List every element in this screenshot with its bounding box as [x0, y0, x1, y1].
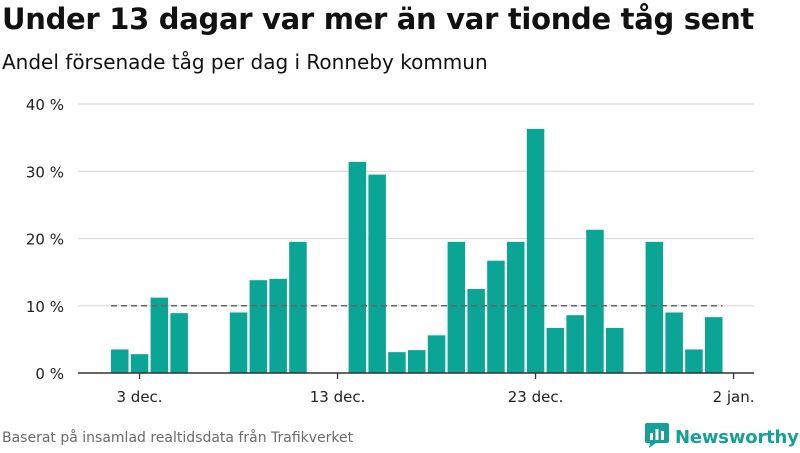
bar [249, 280, 268, 373]
source-note: Baserat på insamlad realtidsdata från Tr… [2, 430, 354, 446]
brand-name: Newsworthy [675, 426, 799, 448]
y-tick-label: 10 % [26, 298, 64, 316]
bar [447, 241, 466, 373]
bar [289, 241, 307, 373]
bar [368, 174, 386, 373]
bar [388, 352, 406, 373]
bar [566, 315, 584, 373]
x-tick-label: 3 dec. [117, 388, 163, 406]
bar [130, 354, 149, 373]
x-tick-label: 2 jan. [713, 388, 755, 406]
bar [269, 278, 287, 373]
bar [606, 327, 624, 373]
chart-subtitle: Andel försenade tåg per dag i Ronneby ko… [2, 50, 488, 74]
bar [546, 327, 565, 373]
bar [645, 241, 664, 373]
bar [111, 349, 129, 373]
bar [685, 349, 703, 373]
bar [507, 241, 525, 373]
bar [705, 317, 723, 373]
brand-logo: Newsworthy [644, 421, 799, 453]
bar [170, 313, 188, 373]
x-tick-label: 23 dec. [508, 388, 564, 406]
x-tick-label: 13 dec. [310, 388, 366, 406]
bar [348, 161, 367, 373]
bar [665, 312, 683, 373]
y-tick-label: 0 % [35, 365, 64, 383]
bar [487, 260, 505, 373]
newsworthy-logo-icon [644, 421, 670, 453]
bar [408, 350, 426, 373]
bar [427, 335, 446, 373]
chart-title: Under 13 dagar var mer än var tionde tåg… [2, 2, 754, 36]
y-tick-label: 20 % [26, 231, 64, 249]
y-tick-label: 40 % [26, 96, 64, 114]
bar [526, 128, 545, 373]
bar [229, 312, 248, 373]
y-tick-label: 30 % [26, 163, 64, 181]
bar [586, 229, 604, 373]
bar [150, 297, 169, 373]
bar [467, 288, 485, 373]
